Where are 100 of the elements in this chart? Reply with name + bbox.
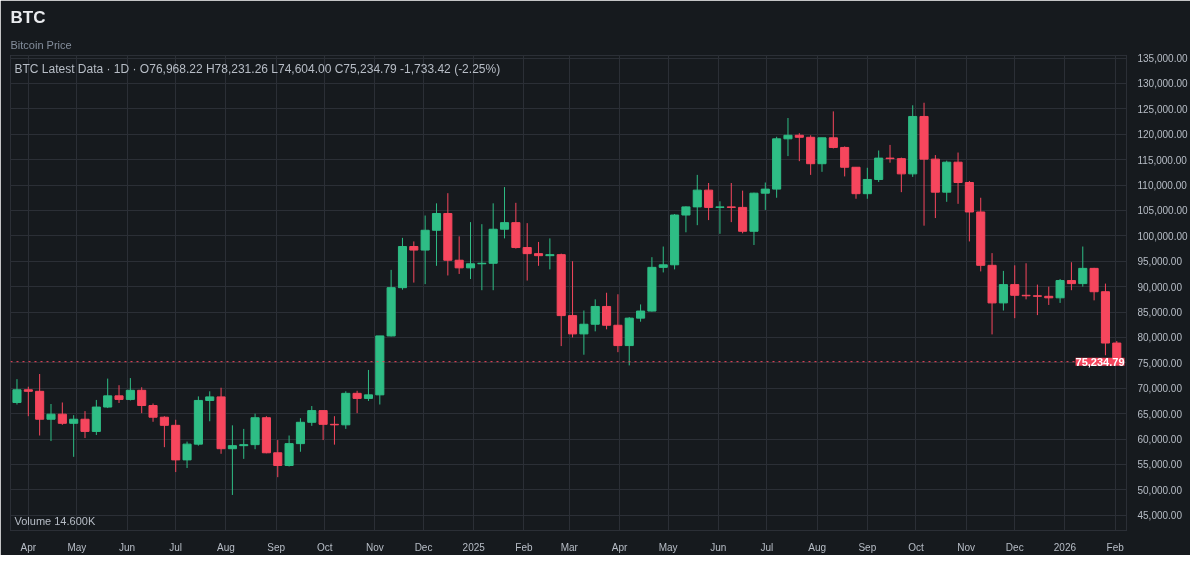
y-tick-label: 90,000.00	[1137, 281, 1183, 293]
y-tick-label: 50,000.00	[1137, 484, 1183, 496]
candlestick	[431, 202, 442, 267]
candlestick	[363, 369, 374, 402]
x-tick-label: Apr	[20, 541, 37, 553]
candlestick	[579, 310, 589, 356]
x-tick-label: Feb	[1106, 541, 1125, 553]
y-tick-label: 130,000.00	[1137, 78, 1188, 90]
candlestick	[738, 190, 748, 234]
y-tick-label: 115,000.00	[1137, 154, 1188, 166]
x-tick-label: Feb	[515, 541, 534, 553]
x-tick-label: May	[67, 541, 87, 553]
candlestick	[1089, 267, 1099, 301]
y-tick-label: 65,000.00	[1137, 408, 1183, 420]
candlestick	[159, 415, 169, 448]
candlestick	[420, 215, 430, 285]
x-tick-label: Dec	[1005, 541, 1024, 553]
candlestick	[681, 205, 691, 233]
candlestick	[69, 414, 79, 458]
candlestick	[80, 410, 90, 439]
y-tick-label: 125,000.00	[1137, 103, 1188, 115]
y-tick-label: 60,000.00	[1137, 434, 1183, 446]
candlestick	[998, 270, 1008, 312]
x-tick-label: Apr	[611, 541, 628, 553]
candlestick	[613, 293, 623, 353]
x-tick-label: Nov	[366, 541, 384, 553]
x-tick-label: Dec	[414, 541, 433, 553]
candlestick	[760, 182, 770, 211]
candlestick	[227, 424, 237, 496]
candlestick	[533, 241, 544, 267]
candlestick	[590, 298, 600, 332]
y-tick-label: 85,000.00	[1137, 307, 1183, 319]
candlestick	[783, 117, 793, 157]
candlestick	[1055, 278, 1065, 304]
candlestick	[273, 439, 283, 478]
candlestick	[57, 401, 67, 426]
x-tick-label: Mar	[560, 541, 579, 553]
x-tick-label: Oct	[316, 541, 333, 553]
x-tick-label: Aug	[808, 541, 827, 553]
candlestick	[46, 403, 56, 442]
candlestick	[522, 222, 532, 282]
y-tick-label: 100,000.00	[1137, 230, 1188, 242]
candlestick	[715, 200, 725, 235]
candlestick	[182, 441, 192, 469]
candlestick	[828, 110, 838, 149]
x-tick-label: Jun	[119, 541, 136, 553]
x-tick-label: May	[658, 541, 678, 553]
ref-line-label: 75,234.79	[1075, 355, 1125, 368]
x-tick-label: Nov	[957, 541, 976, 553]
candlestick	[1066, 261, 1076, 291]
x-tick-label: 2025	[462, 541, 486, 553]
candlestick	[284, 435, 294, 467]
candlestick	[704, 182, 714, 221]
candlestick	[137, 386, 147, 414]
candlestick	[1032, 284, 1042, 316]
x-tick-label: Jul	[169, 541, 183, 553]
candlestick	[465, 221, 476, 280]
candlestick	[23, 386, 33, 417]
y-tick-label: 105,000.00	[1137, 205, 1188, 217]
y-tick-label: 75,000.00	[1137, 357, 1183, 369]
y-tick-label: 45,000.00	[1137, 510, 1183, 522]
candlestick	[885, 144, 895, 164]
candlestick	[658, 246, 668, 273]
x-tick-label: Sep	[858, 541, 877, 553]
candlestick	[318, 410, 328, 441]
candlestick	[953, 152, 963, 205]
candlestick	[840, 145, 850, 177]
candlestick	[499, 186, 510, 239]
x-tick-label: Jul	[760, 541, 774, 553]
y-tick-label: 70,000.00	[1137, 383, 1183, 395]
candlestick	[295, 417, 305, 453]
candlestick	[352, 390, 362, 414]
candlestick	[454, 235, 464, 275]
y-tick-label: 110,000.00	[1137, 180, 1188, 192]
candlestick	[602, 292, 612, 330]
x-tick-label: Sep	[267, 541, 286, 553]
y-tick-label: 120,000.00	[1137, 129, 1188, 141]
candlestick	[239, 428, 249, 460]
y-tick-label: 95,000.00	[1137, 256, 1183, 268]
candlestick	[896, 157, 906, 193]
candlestick	[1078, 246, 1088, 288]
candlestick	[794, 132, 804, 162]
candlestick	[114, 384, 124, 404]
x-tick-label: 2026	[1053, 541, 1077, 553]
chart-subtitle: Bitcoin Price	[10, 38, 72, 51]
y-tick-label: 135,000.00	[1137, 53, 1188, 65]
candlestick	[726, 182, 736, 223]
candlestick	[545, 237, 555, 270]
candlestick	[409, 240, 419, 284]
x-tick-label: Oct	[908, 541, 924, 553]
annotation: BTC Latest Data · 1D · O76,968.22 H78,231.26 L74,604.00 C75,234.79 -1,733.42 (-2.25%)	[14, 61, 501, 76]
candlestick	[1010, 264, 1020, 319]
annotation: Volume 14.600K	[14, 514, 96, 527]
candlestick	[692, 174, 702, 226]
candlestick	[568, 260, 578, 338]
chart-title: BTC	[10, 7, 46, 27]
x-tick-label: Jun	[710, 541, 727, 553]
candlestick	[148, 402, 158, 423]
y-tick-label: 55,000.00	[1137, 459, 1183, 471]
candlestick	[862, 167, 872, 200]
